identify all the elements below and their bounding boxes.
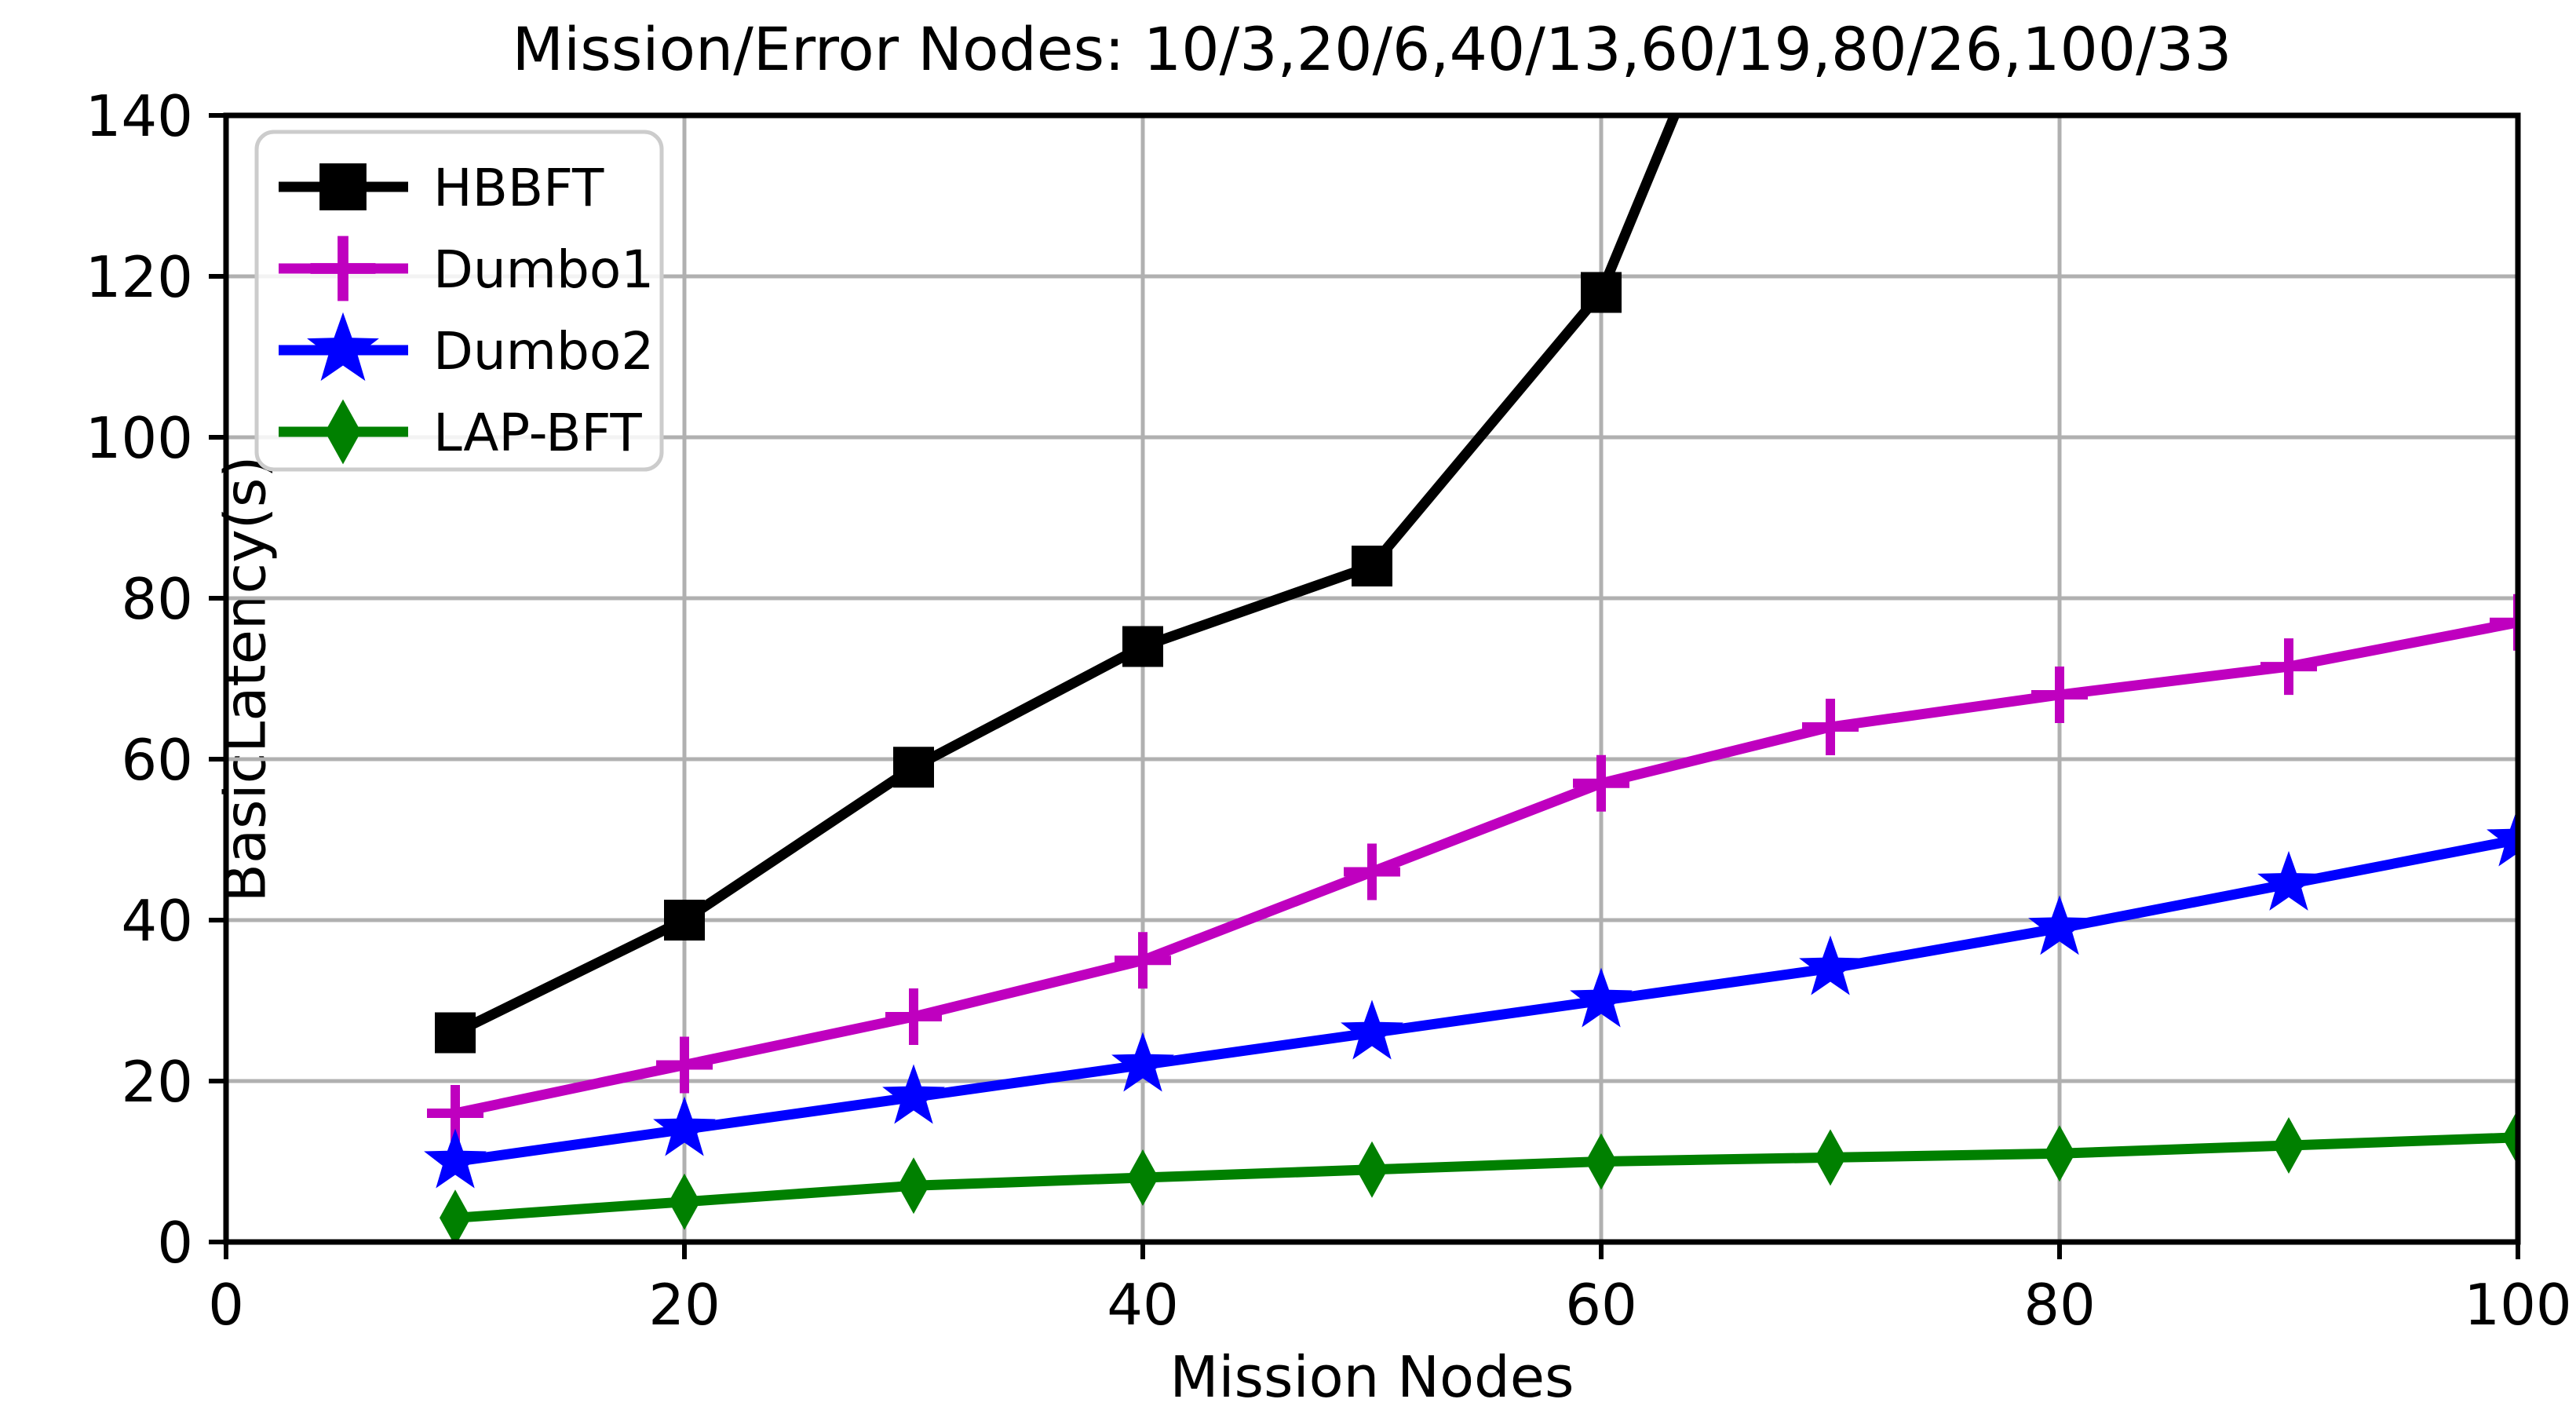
- legend-label: HBBFT: [433, 158, 604, 218]
- x-tick-label: 60: [1565, 1272, 1637, 1338]
- diamond-marker-icon: [2502, 1109, 2518, 1166]
- x-tick-label: 100: [2464, 1272, 2571, 1338]
- plus-marker-icon: [1802, 722, 1859, 732]
- diamond-marker-icon: [669, 1173, 700, 1230]
- diamond-marker-icon: [440, 1189, 471, 1242]
- legend-box: [254, 130, 664, 472]
- series-lap-bft: [440, 1109, 2518, 1242]
- plus-marker-icon: [656, 1060, 713, 1070]
- plus-marker-icon: [2031, 690, 2088, 700]
- series-hbbft: [435, 115, 1680, 1054]
- star-marker-icon: [2487, 806, 2518, 867]
- x-axis-label: Mission Nodes: [1169, 1344, 1574, 1410]
- series-line: [454, 835, 2518, 1167]
- diamond-marker-icon: [898, 1157, 929, 1215]
- y-tick-label: 20: [121, 1049, 193, 1115]
- x-tick-label: 0: [208, 1272, 244, 1338]
- square-marker-icon: [435, 1012, 476, 1054]
- plus-marker-icon: [1115, 955, 1171, 966]
- x-tick-label: 40: [1107, 1272, 1179, 1338]
- star-marker-icon: [1570, 967, 1633, 1028]
- star-marker-icon: [307, 312, 379, 382]
- y-tick-label: 60: [121, 727, 193, 793]
- star-marker-icon: [2028, 895, 2091, 955]
- square-marker-icon: [664, 900, 705, 941]
- square-marker-icon: [319, 163, 367, 210]
- legend-entry-hbbft: HBBFT: [279, 158, 604, 218]
- star-marker-icon: [2257, 850, 2320, 911]
- star-marker-icon: [653, 1096, 716, 1156]
- plus-marker-icon: [1344, 867, 1400, 877]
- plot-frame: [223, 112, 2521, 1245]
- square-marker-icon: [1581, 272, 1622, 313]
- diamond-marker-icon: [1815, 1129, 1846, 1186]
- legend-entry-lap-bft: LAP-BFT: [279, 399, 642, 465]
- plus-marker-icon: [2490, 617, 2518, 627]
- series-line: [454, 1132, 2518, 1223]
- legend-entry-dumbo2: Dumbo2: [279, 312, 654, 382]
- star-marker-icon: [1799, 935, 1862, 995]
- square-marker-icon: [1122, 626, 1163, 667]
- legend-label: Dumbo2: [433, 321, 654, 382]
- chart-title: Mission/Error Nodes: 10/3,20/6,40/13,60/…: [512, 14, 2232, 84]
- series-dumbo2: [424, 806, 2518, 1189]
- x-tick-label: 80: [2023, 1272, 2096, 1338]
- diamond-marker-icon: [2044, 1125, 2075, 1182]
- square-marker-icon: [1352, 546, 1392, 586]
- series-dumbo1: [427, 594, 2518, 1142]
- plot-area: [424, 115, 2518, 1242]
- star-marker-icon: [1341, 999, 1403, 1060]
- star-marker-icon: [1111, 1032, 1174, 1092]
- star-marker-icon: [424, 1128, 487, 1189]
- legend-label: Dumbo1: [433, 239, 654, 300]
- y-tick-label: 80: [121, 566, 193, 632]
- legend-entry-dumbo1: Dumbo1: [279, 236, 654, 301]
- y-tick-label: 40: [121, 888, 193, 954]
- plus-marker-icon: [1573, 778, 1629, 788]
- plus-marker-icon: [427, 1109, 483, 1118]
- square-marker-icon: [893, 747, 934, 788]
- axes: 0 20 40 60 80 100 0 20 40 60 80 100 120 140: [86, 83, 2572, 1338]
- series-line: [454, 617, 2518, 1119]
- legend-label: LAP-BFT: [433, 403, 642, 463]
- star-marker-icon: [882, 1064, 945, 1124]
- y-tick-label: 140: [86, 83, 193, 149]
- x-tick-label: 20: [648, 1272, 721, 1338]
- y-tick-label: 100: [86, 405, 193, 471]
- diamond-marker-icon: [1127, 1149, 1158, 1206]
- diamond-marker-icon: [2273, 1117, 2304, 1174]
- legend: HBBFT Dumbo1 Dumbo2 LAP-BFT: [254, 130, 664, 472]
- plus-marker-icon: [885, 1012, 942, 1021]
- diamond-marker-icon: [1585, 1133, 1617, 1190]
- plus-marker-icon: [310, 263, 376, 274]
- diamond-marker-icon: [1356, 1141, 1388, 1198]
- plus-marker-icon: [2260, 662, 2317, 672]
- y-tick-label: 0: [157, 1210, 193, 1276]
- diamond-marker-icon: [325, 399, 361, 465]
- y-tick-label: 120: [86, 244, 193, 310]
